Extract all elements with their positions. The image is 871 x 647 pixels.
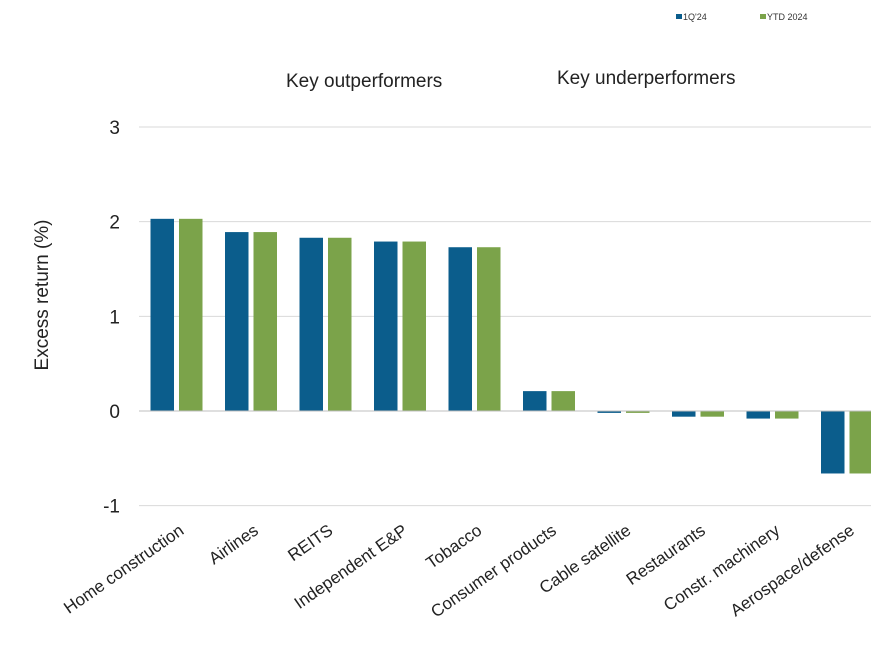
- bar-series-2: [849, 411, 871, 474]
- bar-series-1: [448, 247, 472, 411]
- bar-series-2: [700, 411, 724, 417]
- y-tick-label: 3: [109, 118, 120, 139]
- y-tick-label: -1: [103, 497, 120, 518]
- bar-series-1: [597, 411, 621, 413]
- y-tick-label: 2: [109, 213, 120, 234]
- x-tick-label: Home construction: [60, 521, 187, 618]
- legend-swatch-series-1: [676, 14, 682, 19]
- bar-series-1: [821, 411, 845, 474]
- x-tick-label: Tobacco: [423, 521, 486, 573]
- legend-label-series-2: YTD 2024: [767, 12, 808, 22]
- gridlines: [139, 126, 871, 507]
- bar-series-1: [374, 241, 398, 411]
- bar-series-1: [150, 218, 174, 411]
- y-tick-label: 1: [109, 307, 120, 328]
- bars: [150, 218, 871, 474]
- bar-series-1: [299, 237, 323, 411]
- y-axis-title: Excess return (%): [32, 220, 53, 371]
- bar-series-2: [626, 411, 650, 413]
- bar-series-1: [746, 411, 770, 419]
- bar-series-1: [225, 232, 249, 411]
- bar-series-2: [775, 411, 799, 419]
- y-tick-label: 0: [109, 402, 120, 423]
- x-tick-label: REITS: [284, 521, 336, 565]
- bar-series-2: [402, 241, 426, 411]
- x-tick-label: Consumer products: [427, 521, 559, 622]
- bar-series-2: [551, 391, 575, 411]
- group-label-underperformers: Key underperformers: [557, 68, 735, 89]
- x-axis-labels: Home construction Airlines REITSIndependen…: [60, 520, 857, 621]
- bar-series-1: [523, 391, 547, 411]
- legend-swatch-series-2: [760, 14, 766, 19]
- legend-label-series-1: 1Q'24: [683, 12, 707, 22]
- bar-series-2: [328, 237, 352, 411]
- x-tick-label: Aerospace/defense: [727, 521, 858, 621]
- x-tick-label: Airlines: [205, 521, 262, 569]
- group-label-outperformers: Key outperformers: [286, 71, 442, 92]
- bar-series-1: [672, 411, 696, 417]
- bar-series-2: [253, 232, 277, 411]
- legend: 1Q'24 YTD 2024: [676, 12, 808, 22]
- bar-series-2: [179, 218, 203, 411]
- y-axis-ticks: 3 2 1 0 -1: [103, 118, 120, 518]
- bar-series-2: [477, 247, 501, 411]
